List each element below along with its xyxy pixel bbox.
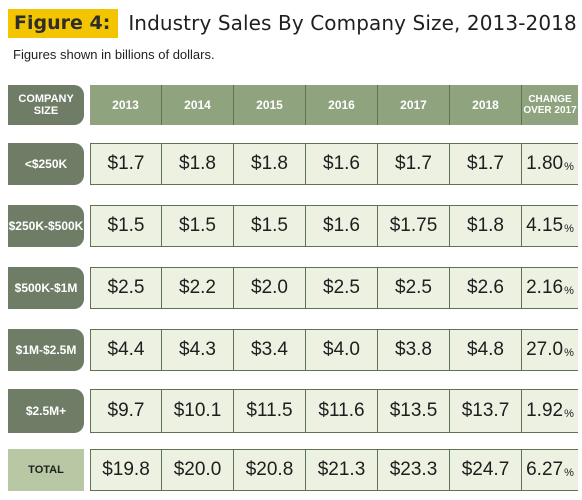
change-cell: 4.15% xyxy=(522,205,578,247)
value-cell: $1.8 xyxy=(450,205,522,247)
table-row: $500K-$1M $2.5 $2.2 $2.0 $2.5 $2.5 $2.6 … xyxy=(8,267,578,309)
row-label: $500K-$1M xyxy=(8,267,84,309)
table-row: $2.5M+ $9.7 $10.1 $11.5 $11.6 $13.5 $13.… xyxy=(8,389,578,433)
change-cell: 27.0% xyxy=(522,329,578,371)
value-cell: $11.5 xyxy=(234,389,306,433)
value-cell: $1.7 xyxy=(90,143,162,185)
value-cell: $1.7 xyxy=(450,143,522,185)
total-value-cell: $19.8 xyxy=(90,449,162,491)
value-cell: $2.5 xyxy=(378,267,450,309)
value-cell: $2.0 xyxy=(234,267,306,309)
value-cell: $1.75 xyxy=(378,205,450,247)
total-value-cell: $20.8 xyxy=(234,449,306,491)
value-cell: $1.6 xyxy=(306,143,378,185)
total-value-cell: $24.7 xyxy=(450,449,522,491)
value-cell: $4.3 xyxy=(162,329,234,371)
value-cell: $1.6 xyxy=(306,205,378,247)
value-cell: $11.6 xyxy=(306,389,378,433)
change-cell: 2.16% xyxy=(522,267,578,309)
figure-title: Industry Sales By Company Size, 2013-201… xyxy=(128,11,577,35)
total-change-cell: 6.27% xyxy=(522,449,578,491)
header-year: 2015 xyxy=(234,85,306,125)
table-total-row: TOTAL $19.8 $20.0 $20.8 $21.3 $23.3 $24.… xyxy=(8,449,578,491)
total-value-cell: $21.3 xyxy=(306,449,378,491)
value-cell: $2.5 xyxy=(90,267,162,309)
header-change: CHANGE OVER 2017 xyxy=(522,85,578,125)
row-label: $250K-$500K xyxy=(8,205,84,247)
total-label: TOTAL xyxy=(8,449,84,491)
value-cell: $4.4 xyxy=(90,329,162,371)
total-value-cell: $20.0 xyxy=(162,449,234,491)
value-cell: $1.8 xyxy=(234,143,306,185)
value-cell: $3.4 xyxy=(234,329,306,371)
table-row: <$250K $1.7 $1.8 $1.8 $1.6 $1.7 $1.7 1.8… xyxy=(8,143,578,185)
value-cell: $4.0 xyxy=(306,329,378,371)
row-label: <$250K xyxy=(8,143,84,185)
row-label: $2.5M+ xyxy=(8,389,84,433)
total-value-cell: $23.3 xyxy=(378,449,450,491)
value-cell: $1.7 xyxy=(378,143,450,185)
figure-title-row: Figure 4: Industry Sales By Company Size… xyxy=(8,8,577,38)
value-cell: $2.2 xyxy=(162,267,234,309)
row-label: $1M-$2.5M xyxy=(8,329,84,371)
value-cell: $10.1 xyxy=(162,389,234,433)
value-cell: $9.7 xyxy=(90,389,162,433)
value-cell: $13.7 xyxy=(450,389,522,433)
table-row: $1M-$2.5M $4.4 $4.3 $3.4 $4.0 $3.8 $4.8 … xyxy=(8,329,578,371)
table-row: $250K-$500K $1.5 $1.5 $1.5 $1.6 $1.75 $1… xyxy=(8,205,578,247)
header-year: 2014 xyxy=(162,85,234,125)
value-cell: $1.8 xyxy=(162,143,234,185)
value-cell: $4.8 xyxy=(450,329,522,371)
value-cell: $1.5 xyxy=(90,205,162,247)
change-cell: 1.92% xyxy=(522,389,578,433)
value-cell: $3.8 xyxy=(378,329,450,371)
value-cell: $2.6 xyxy=(450,267,522,309)
header-year: 2017 xyxy=(378,85,450,125)
value-cell: $1.5 xyxy=(234,205,306,247)
change-cell: 1.80% xyxy=(522,143,578,185)
table-header-row: COMPANY SIZE 2013 2014 2015 2016 2017 20… xyxy=(8,85,578,125)
value-cell: $2.5 xyxy=(306,267,378,309)
header-year: 2016 xyxy=(306,85,378,125)
figure-subtitle: Figures shown in billions of dollars. xyxy=(13,47,215,62)
header-company-size: COMPANY SIZE xyxy=(8,85,84,125)
header-year: 2018 xyxy=(450,85,522,125)
value-cell: $13.5 xyxy=(378,389,450,433)
figure-label: Figure 4: xyxy=(8,8,119,38)
header-year: 2013 xyxy=(90,85,162,125)
value-cell: $1.5 xyxy=(162,205,234,247)
